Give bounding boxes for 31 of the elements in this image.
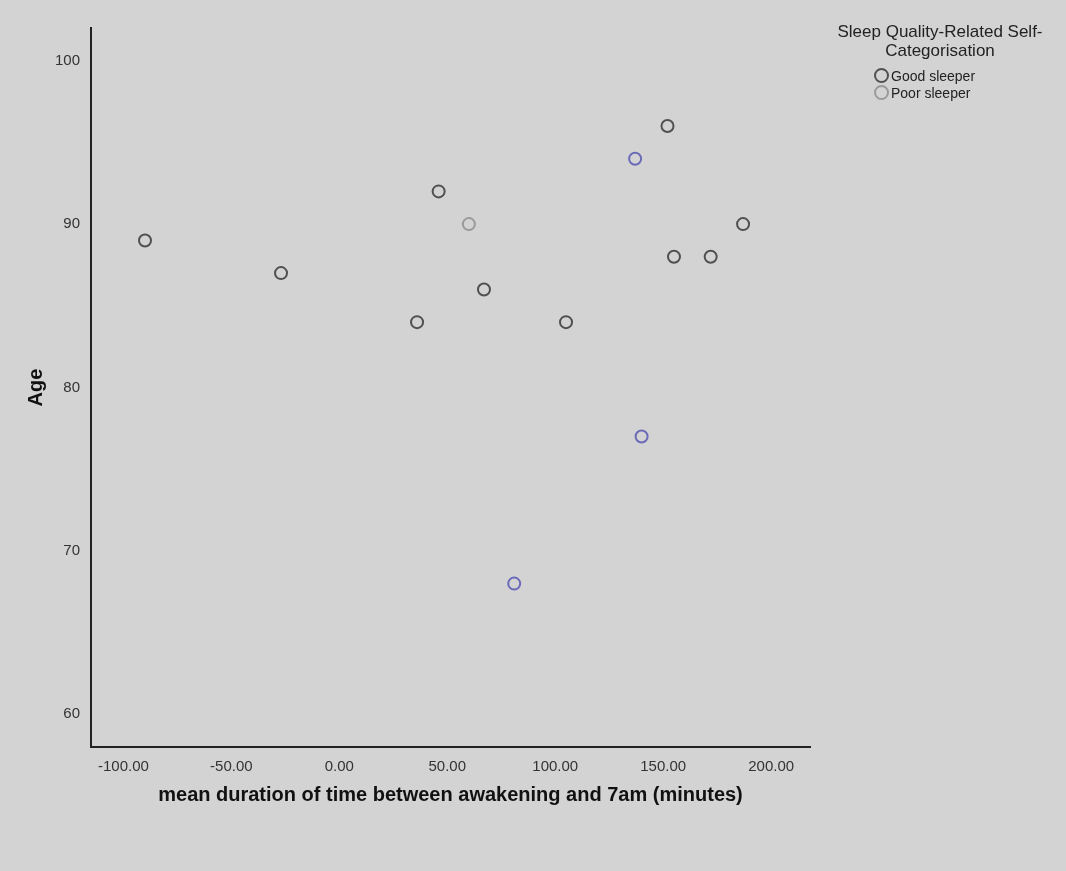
x-tick-label: 100.00 — [532, 757, 579, 775]
x-tick-label: 150.00 — [640, 757, 687, 775]
point — [666, 249, 681, 264]
point — [660, 119, 675, 134]
point — [461, 217, 476, 232]
y-tick-label: 70 — [63, 541, 81, 559]
point — [476, 282, 491, 297]
x-tick-label: 50.00 — [428, 757, 467, 775]
x-tick-label: -100.00 — [97, 757, 149, 775]
point — [274, 266, 289, 281]
x-axis-title: mean duration of time between awakening and 7am (minutes) — [158, 782, 743, 805]
point — [559, 315, 574, 330]
point — [138, 233, 152, 248]
point — [507, 576, 522, 591]
legend-label: Poor sleeper — [890, 85, 972, 102]
y-tick-label: 60 — [63, 704, 81, 722]
point — [736, 217, 751, 232]
x-tick-label: 200.00 — [748, 757, 795, 775]
x-tick-label: 0.00 — [324, 757, 354, 775]
legend-label: Good sleeper — [890, 68, 977, 85]
legend-title: Sleep Quality-Related Self-Categorisation — [836, 22, 1044, 60]
y-tick-label: 100 — [55, 50, 81, 68]
x-tick-label: -50.00 — [210, 757, 253, 775]
y-axis-title: Age — [23, 368, 46, 407]
point — [431, 184, 446, 199]
point — [703, 249, 718, 264]
point — [410, 315, 425, 330]
point — [634, 429, 649, 444]
y-tick-label: 90 — [63, 214, 81, 232]
y-tick-label: 80 — [63, 377, 81, 395]
point — [628, 151, 643, 166]
